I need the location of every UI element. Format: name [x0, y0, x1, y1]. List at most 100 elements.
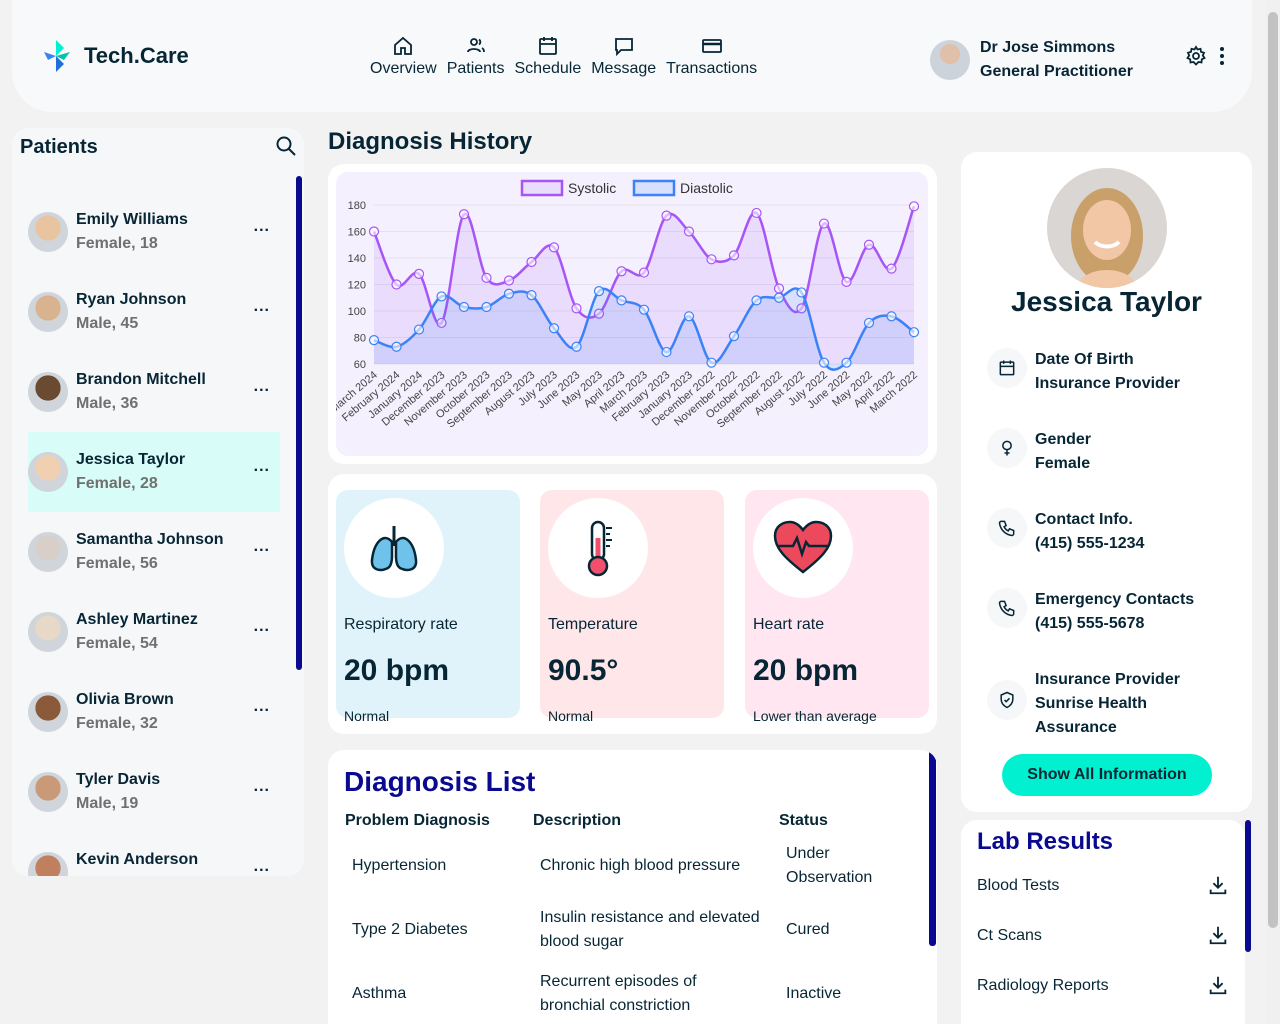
vital-value: 20 bpm: [344, 654, 450, 687]
diagnosis-history-title: Diagnosis History: [328, 128, 533, 155]
nav-transactions[interactable]: Transactions: [666, 34, 757, 78]
profile-label: Insurance Provider: [1035, 671, 1180, 688]
systolic-point: [796, 303, 807, 314]
patient-info: Male, 30: [76, 872, 198, 876]
patient-photo: [1047, 168, 1167, 288]
diastolic-point: [886, 311, 897, 322]
patient-avatar: [28, 772, 68, 812]
diastolic-point: [593, 286, 605, 297]
patient-list-item[interactable]: Olivia Brown Female, 32...: [28, 672, 280, 752]
patient-info: Female, 18: [76, 235, 158, 252]
more-horizontal-icon[interactable]: ...: [253, 218, 270, 235]
diastolic-point: [436, 291, 447, 302]
profile-value: (415) 555-5678: [1035, 615, 1145, 632]
more-horizontal-icon[interactable]: ...: [253, 538, 270, 555]
systolic-point: [503, 275, 515, 286]
download-icon[interactable]: [1207, 924, 1229, 946]
more-vertical-icon[interactable]: [1214, 44, 1230, 68]
vital-note: Lower than average: [753, 708, 877, 724]
systolic-point: [413, 268, 425, 280]
thermometer-icon: [548, 498, 648, 598]
patient-list-item[interactable]: Kevin Anderson Male, 30...: [28, 832, 280, 876]
download-icon[interactable]: [1207, 874, 1229, 896]
y-tick-label: 100: [348, 306, 366, 318]
nav-overview[interactable]: Overview: [370, 34, 437, 78]
patient-name: Jessica Taylor: [76, 451, 186, 468]
patients-scrollbar[interactable]: [296, 176, 302, 670]
doctor-profile[interactable]: Dr Jose Simmons General Practitioner: [930, 36, 1133, 84]
patient-name: Jessica Taylor: [1011, 286, 1202, 317]
diagnosis-description: bronchial constriction: [540, 997, 691, 1014]
gear-icon[interactable]: [1184, 44, 1208, 68]
lungs-icon: [344, 498, 444, 598]
systolic-point: [818, 218, 830, 229]
doctor-avatar: [930, 40, 970, 80]
logo[interactable]: Tech.Care: [40, 38, 189, 74]
more-horizontal-icon[interactable]: ...: [253, 778, 270, 795]
nav-schedule[interactable]: Schedule: [515, 34, 581, 78]
nav-label: Message: [591, 60, 657, 77]
patient-name: Ryan Johnson: [76, 291, 187, 308]
patient-avatar: [28, 372, 68, 412]
search-icon[interactable]: [274, 134, 298, 158]
diagnosis-description: blood sugar: [540, 933, 624, 950]
phone-icon: [987, 508, 1027, 548]
profile-value: Sunrise Health: [1035, 695, 1148, 712]
diagnosis-list-scrollbar[interactable]: [929, 750, 936, 946]
lab-item[interactable]: Radiology Reports: [977, 977, 1109, 994]
systolic-point: [391, 279, 402, 290]
y-tick-label: 80: [354, 333, 366, 345]
patient-avatar: [28, 532, 68, 572]
systolic-point: [706, 254, 717, 265]
y-tick-label: 140: [348, 253, 366, 265]
systolic-point: [773, 283, 785, 294]
vital-value: 90.5°: [548, 654, 619, 687]
patient-list-item[interactable]: Samantha Johnson Female, 56...: [28, 512, 280, 592]
patient-list-item[interactable]: Jessica Taylor Female, 28...: [28, 432, 280, 512]
systolic-point: [616, 266, 627, 277]
logo-icon: [44, 40, 70, 72]
column-header: Problem Diagnosis: [345, 812, 490, 829]
legend-label: Diastolic: [680, 180, 733, 196]
patient-list-item[interactable]: Ashley Martinez Female, 54...: [28, 592, 280, 672]
diastolic-point: [863, 317, 875, 329]
systolic-point: [638, 267, 650, 278]
diagnosis-status: Under: [786, 845, 830, 862]
diagnosis-status: Cured: [786, 921, 830, 938]
more-horizontal-icon[interactable]: ...: [253, 378, 270, 395]
systolic-point: [436, 317, 447, 329]
diastolic-point: [481, 301, 492, 313]
more-horizontal-icon[interactable]: ...: [253, 858, 270, 875]
lab-item[interactable]: Blood Tests: [977, 877, 1060, 894]
diagnosis-status: Observation: [786, 869, 873, 886]
diastolic-point: [616, 295, 627, 306]
nav-patients[interactable]: Patients: [447, 34, 505, 78]
vitals-card: Respiratory rate 20 bpm Normal Temperatu…: [328, 474, 937, 734]
patients-title: Patients: [20, 136, 98, 158]
patient-list-item[interactable]: Tyler Davis Male, 19...: [28, 752, 280, 832]
show-all-information-button[interactable]: Show All Information: [1002, 754, 1212, 796]
diagnosis-description: Insulin resistance and elevated: [540, 909, 760, 926]
patient-name: Kevin Anderson: [76, 851, 199, 868]
message-icon: [614, 38, 633, 57]
patient-list-item[interactable]: Emily Williams Female, 18...: [28, 192, 280, 272]
download-icon[interactable]: [1207, 974, 1229, 996]
lab-item[interactable]: Ct Scans: [977, 927, 1042, 944]
heart-icon: [753, 498, 853, 598]
patient-list-item[interactable]: Brandon Mitchell Male, 36...: [28, 352, 280, 432]
y-tick-label: 60: [354, 359, 366, 371]
patient-list-item[interactable]: Ryan Johnson Male, 45...: [28, 272, 280, 352]
patient-avatar: [28, 852, 68, 876]
profile-value: Insurance Provider: [1035, 375, 1180, 392]
lab-results-scrollbar[interactable]: [1245, 820, 1251, 952]
more-horizontal-icon[interactable]: ...: [253, 298, 270, 315]
vital-respiratory: Respiratory rate 20 bpm Normal: [336, 490, 520, 724]
more-horizontal-icon[interactable]: ...: [253, 698, 270, 715]
window-scrollbar-thumb[interactable]: [1268, 12, 1278, 928]
window-scrollbar[interactable]: [1266, 0, 1280, 1024]
patient-avatar: [28, 612, 68, 652]
patient-name: Olivia Brown: [76, 691, 174, 708]
more-horizontal-icon[interactable]: ...: [253, 618, 270, 635]
nav-message[interactable]: Message: [591, 34, 656, 78]
more-horizontal-icon[interactable]: ...: [253, 458, 270, 475]
